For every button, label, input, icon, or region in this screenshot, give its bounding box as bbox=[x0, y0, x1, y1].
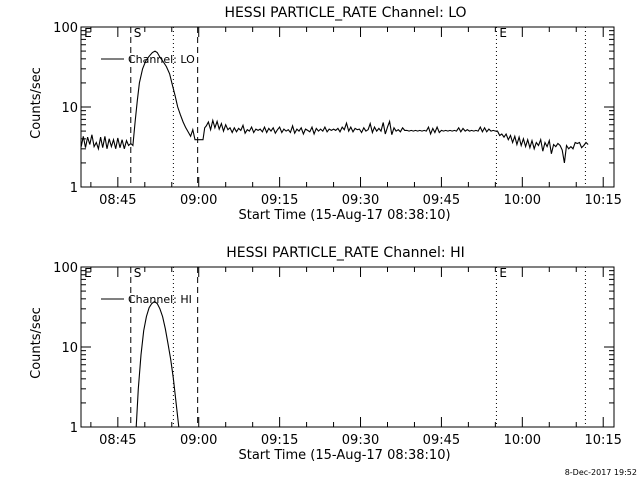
x-tick-label: 10:15 bbox=[584, 433, 621, 448]
legend-label: Channel: HI bbox=[128, 293, 192, 306]
y-tick-label: 100 bbox=[53, 261, 78, 276]
y-tick-label: 1 bbox=[70, 421, 78, 436]
x-tick-label: 09:15 bbox=[261, 193, 298, 208]
y-tick-label: 10 bbox=[61, 341, 78, 356]
x-tick-label: 09:45 bbox=[423, 433, 460, 448]
x-tick-label: 10:00 bbox=[504, 193, 541, 208]
x-tick-label: 10:00 bbox=[504, 433, 541, 448]
x-axis-label: Start Time (15-Aug-17 08:38:10) bbox=[238, 208, 450, 223]
chart-panel-1: HESSI PARTICLE_RATE Channel: HI 1 10 100 08:… bbox=[29, 245, 622, 463]
event-marker-label: E bbox=[499, 266, 507, 280]
event-marker-label: S bbox=[134, 266, 142, 280]
event-marker-label: E bbox=[499, 26, 507, 40]
y-tick-label: 1 bbox=[70, 181, 78, 196]
x-tick-label: 08:45 bbox=[99, 193, 136, 208]
x-tick-label: 09:00 bbox=[180, 433, 217, 448]
x-tick-label: 10:15 bbox=[584, 193, 621, 208]
x-tick-label: 08:45 bbox=[99, 433, 136, 448]
plot-frame bbox=[80, 26, 615, 188]
footer-timestamp: 8-Dec-2017 19:52 bbox=[565, 468, 637, 477]
x-tick-label: 09:45 bbox=[423, 193, 460, 208]
event-marker-label: S bbox=[134, 26, 142, 40]
y-axis-label: Counts/sec bbox=[29, 67, 44, 139]
event-marker-label: E bbox=[84, 266, 92, 280]
plot-frame bbox=[80, 266, 615, 428]
series-line bbox=[81, 50, 589, 163]
x-tick-label: 09:30 bbox=[342, 433, 379, 448]
x-tick-label: 09:15 bbox=[261, 433, 298, 448]
x-tick-label: 09:30 bbox=[342, 193, 379, 208]
legend-label: Channel: LO bbox=[128, 53, 195, 66]
y-axis-label: Counts/sec bbox=[29, 307, 44, 379]
x-tick-label: 09:00 bbox=[180, 193, 217, 208]
x-axis-label: Start Time (15-Aug-17 08:38:10) bbox=[238, 448, 450, 463]
chart-title: HESSI PARTICLE_RATE Channel: HI bbox=[226, 245, 464, 261]
chart-panel-0: HESSI PARTICLE_RATE Channel: LO 1 10 100 08:… bbox=[29, 5, 622, 223]
event-marker-label: E bbox=[84, 26, 92, 40]
y-tick-label: 10 bbox=[61, 101, 78, 116]
y-tick-label: 100 bbox=[53, 21, 78, 36]
chart-title: HESSI PARTICLE_RATE Channel: LO bbox=[224, 5, 466, 21]
series-line bbox=[135, 300, 180, 427]
